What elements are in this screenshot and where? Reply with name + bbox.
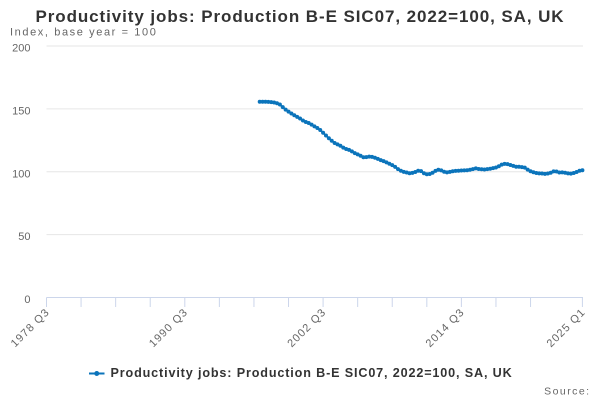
svg-text:0: 0 [24, 294, 30, 306]
svg-text:200: 200 [12, 43, 30, 55]
svg-text:Productivity jobs: Production: Productivity jobs: Production B-E SIC07,… [111, 366, 513, 380]
svg-text:Productivity jobs: Production: Productivity jobs: Production B-E SIC07,… [35, 7, 564, 26]
svg-text:Index, base year = 100: Index, base year = 100 [10, 26, 157, 38]
svg-text:Source:: Source: [544, 385, 590, 397]
svg-text:150: 150 [12, 105, 30, 117]
svg-text:100: 100 [12, 168, 30, 180]
svg-text:50: 50 [18, 231, 30, 243]
